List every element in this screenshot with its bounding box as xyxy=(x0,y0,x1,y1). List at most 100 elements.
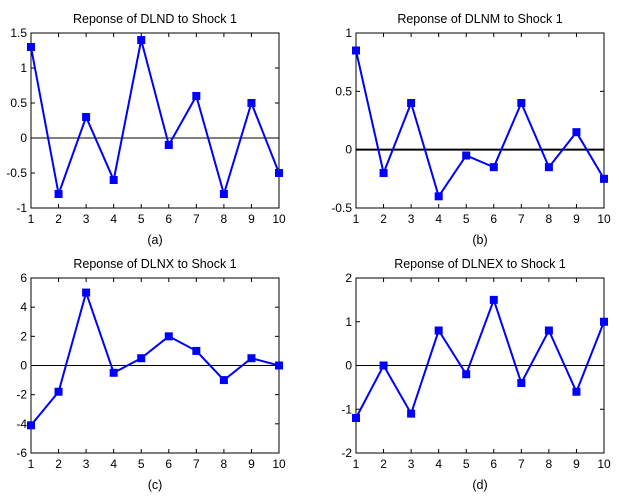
chart-title: Reponse of DLNEX to Shock 1 xyxy=(394,257,566,271)
x-tick-label: 5 xyxy=(463,212,470,226)
x-axis-ticks: 1 2 3 4 5 6 7 8 9 10 xyxy=(353,33,611,226)
y-tick-label: -1 xyxy=(16,201,27,215)
data-point xyxy=(164,141,173,149)
x-tick-label: 6 xyxy=(165,212,172,226)
x-tick-label: 8 xyxy=(221,457,228,471)
series-line xyxy=(30,289,280,426)
x-tick-label: 10 xyxy=(597,212,611,226)
x-tick-label: 4 xyxy=(435,212,442,226)
x-axis-ticks: 1 2 3 4 5 6 7 8 9 10 xyxy=(28,33,286,226)
data-point xyxy=(109,368,118,377)
data-point xyxy=(434,326,443,335)
x-tick-label: 10 xyxy=(272,457,286,471)
x-tick-label: 4 xyxy=(110,212,117,226)
y-tick-label: 1.5 xyxy=(10,26,27,40)
x-tick-label: 6 xyxy=(165,457,172,471)
data-point xyxy=(192,92,201,100)
y-tick-label: 2 xyxy=(345,271,352,285)
x-tick-label: 2 xyxy=(55,212,62,226)
y-tick-label: 1 xyxy=(345,26,352,40)
y-tick-label: 4 xyxy=(20,300,27,314)
x-tick-label: 3 xyxy=(408,457,415,471)
y-tick-label: 0 xyxy=(345,143,352,157)
x-tick-label: 7 xyxy=(518,212,525,226)
panel-a: Reponse of DLND to Shock 1 1.5 1 0.5 0 -0.5 -… xyxy=(6,12,286,247)
data-point xyxy=(192,346,201,355)
chart-title: Reponse of DLNX to Shock 1 xyxy=(73,257,236,271)
x-tick-label: 1 xyxy=(353,457,360,471)
x-tick-label: 1 xyxy=(353,212,360,226)
y-tick-label: -1 xyxy=(341,402,352,416)
data-point xyxy=(407,99,416,107)
x-axis-ticks: 1 2 3 4 5 6 7 8 9 10 xyxy=(353,278,611,471)
x-tick-label: 9 xyxy=(573,212,580,226)
panel-caption: (d) xyxy=(472,478,487,492)
x-tick-label: 5 xyxy=(138,212,145,226)
data-point xyxy=(275,361,283,370)
x-tick-label: 6 xyxy=(490,212,497,226)
x-tick-label: 3 xyxy=(83,212,90,226)
data-point xyxy=(54,387,63,396)
x-tick-label: 1 xyxy=(28,212,35,226)
x-tick-label: 5 xyxy=(138,457,145,471)
y-tick-label: 0.5 xyxy=(335,84,352,98)
x-tick-label: 2 xyxy=(380,457,387,471)
y-tick-label: -0.5 xyxy=(331,201,352,215)
data-point xyxy=(137,36,146,44)
data-point xyxy=(137,354,146,363)
data-point xyxy=(544,163,553,172)
data-point xyxy=(462,151,471,160)
y-tick-label: 0.5 xyxy=(10,96,27,110)
series-group xyxy=(27,36,283,198)
chart-title: Reponse of DLNM to Shock 1 xyxy=(397,12,562,26)
data-point xyxy=(352,414,360,422)
y-tick-label: -4 xyxy=(16,417,27,431)
panel-caption: (a) xyxy=(147,233,162,247)
series-group xyxy=(27,288,283,430)
data-point xyxy=(517,99,526,107)
data-point xyxy=(517,379,526,387)
data-point xyxy=(164,332,173,341)
data-point xyxy=(544,326,553,335)
x-tick-label: 6 xyxy=(490,457,497,471)
y-axis-ticks: 1 0.5 0 -0.5 xyxy=(331,26,604,215)
panel-caption: (c) xyxy=(148,478,163,492)
data-point xyxy=(219,190,228,198)
y-tick-label: -2 xyxy=(16,388,27,402)
x-tick-label: 7 xyxy=(193,212,200,226)
x-tick-label: 10 xyxy=(597,457,611,471)
x-tick-label: 9 xyxy=(248,457,255,471)
x-tick-label: 9 xyxy=(573,457,580,471)
y-tick-label: 0 xyxy=(20,131,27,145)
x-tick-label: 5 xyxy=(463,457,470,471)
series-line xyxy=(30,39,280,198)
x-tick-label: 1 xyxy=(28,457,35,471)
data-point xyxy=(572,128,581,137)
data-point xyxy=(407,409,416,418)
x-axis-ticks: 1 2 3 4 5 6 7 8 9 10 xyxy=(28,278,286,471)
series-group xyxy=(352,295,608,422)
x-tick-label: 8 xyxy=(546,457,553,471)
data-point xyxy=(379,169,388,177)
x-tick-label: 4 xyxy=(435,457,442,471)
x-tick-label: 3 xyxy=(83,457,90,471)
x-tick-label: 2 xyxy=(380,212,387,226)
x-tick-label: 9 xyxy=(248,212,255,226)
y-tick-label: -0.5 xyxy=(6,166,27,180)
x-tick-label: 4 xyxy=(110,457,117,471)
y-tick-label: 2 xyxy=(20,329,27,343)
x-tick-label: 8 xyxy=(221,212,228,226)
data-point xyxy=(434,192,443,201)
y-tick-label: -2 xyxy=(341,446,352,460)
data-point xyxy=(219,376,228,385)
data-point xyxy=(109,176,118,184)
series-group xyxy=(352,46,608,201)
plot-frame xyxy=(30,32,280,209)
data-point xyxy=(54,190,63,198)
panel-caption: (b) xyxy=(472,233,487,247)
x-tick-label: 7 xyxy=(518,457,525,471)
data-point xyxy=(600,317,608,326)
data-point xyxy=(462,370,471,379)
y-tick-label: 1 xyxy=(20,61,27,75)
panel-c: Reponse of DLNX to Shock 1 6 4 2 0 -2 -4 -6 1 2… xyxy=(16,257,286,492)
